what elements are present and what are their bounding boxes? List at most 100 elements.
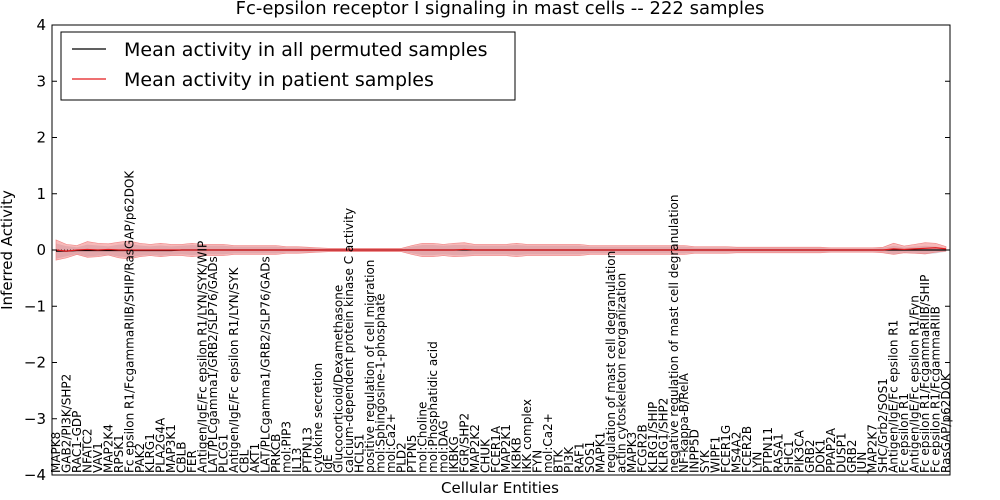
entity-label: IL13 <box>290 448 304 474</box>
y-tick-label: 1 <box>36 185 46 203</box>
entity-label: regulation of mast cell degranulation <box>604 251 618 473</box>
series-lines <box>55 247 947 252</box>
entity-label: MAP2K2 <box>468 424 482 473</box>
entity-label: actin cytoskeleton reorganization <box>614 273 628 473</box>
entity-label: AKT1 <box>248 443 262 473</box>
entity-label: JUN <box>855 452 869 474</box>
entity-label: KLRG1/SHIP <box>646 402 660 473</box>
entity-label: Antigen/IgE/Fc epsilon R1 <box>887 320 901 473</box>
entity-label: LYN <box>751 452 765 473</box>
y-axis-title: Inferred Activity <box>0 190 16 310</box>
entity-label: PIK3CA <box>792 429 806 473</box>
entity-label: PLD2 <box>395 442 409 473</box>
entity-label: positive regulation of cell migration <box>363 260 377 473</box>
entity-label: HCLS1 <box>353 434 367 473</box>
entity-label: MAP2K1 <box>499 424 513 473</box>
entity-label: MAPK3 <box>625 432 639 473</box>
entity-label: WIPF1 <box>709 436 723 473</box>
entity-label: Fc epsilon R1 <box>897 393 911 473</box>
entity-label: CBL <box>237 449 251 473</box>
entity-label: PTPN13 <box>300 427 314 473</box>
entity-label: Fc epsilon R1/FcgammaRIIB <box>929 306 943 473</box>
entity-label: RAC1-GDP <box>70 411 84 473</box>
entity-label: PI3K <box>562 446 576 473</box>
entity-label: PLA2G4A <box>154 417 168 473</box>
entity-label: mol:DAG <box>436 420 450 473</box>
entity-label: NF-kappa-B/RelA <box>677 372 691 473</box>
entity-label: FCER2B <box>740 426 754 473</box>
y-tick-label: 0 <box>36 241 46 259</box>
entity-label: LAT/PLCgamma1/GRB2/SLP76/GADs <box>258 256 272 473</box>
entity-label: PRKCB <box>269 434 283 473</box>
entity-label: FYN <box>531 450 545 473</box>
patient-mean-line <box>55 247 947 252</box>
chart-title: Fc-epsilon receptor I signaling in mast … <box>236 0 765 19</box>
y-tick-label: −3 <box>24 410 46 428</box>
entity-label: IgE <box>321 454 335 473</box>
y-tick-label: −4 <box>24 466 46 484</box>
entity-label: VAV1 <box>91 442 105 473</box>
entity-label: Glucocorticoid/Dexamethasone <box>332 285 346 473</box>
entity-label: Antigen/IgE/Fc epsilon R1/LYN/SYK <box>227 266 241 473</box>
y-tick-label: 2 <box>36 129 46 147</box>
entity-label: KLRG1 <box>143 433 157 473</box>
entity-label: negative regulation of mast cell degranu… <box>667 194 681 473</box>
entity-label: LAT/PLCgamma1/GRB2/SLP76/GADs <box>206 256 220 473</box>
entity-label: GAB2/PI3K/SHP2 <box>59 374 73 473</box>
entity-label: SHC/Grb2/SOS1 <box>876 378 890 473</box>
entity-label: mol:Phosphatidic acid <box>426 341 440 473</box>
y-tick-label: −2 <box>24 354 46 372</box>
entity-label: IKK complex <box>520 399 534 473</box>
entity-label: IKBKB <box>510 437 524 473</box>
legend-box <box>60 31 516 101</box>
entity-label: MAP3K1 <box>164 424 178 473</box>
legend-label-permuted: Mean activity in all permuted samples <box>124 39 487 61</box>
entity-label: mol:Choline <box>415 402 429 473</box>
entity-label: PAK2 <box>133 443 147 473</box>
entity-label: MAP2K4 <box>101 424 115 473</box>
entity-label: CBLB <box>175 441 189 473</box>
entity-label: MAPK1 <box>593 432 607 473</box>
entity-label: CHUK <box>478 438 492 473</box>
entity-label: Fc epsilon R1/FcgammaRIIB/SHIP/RasGAP/p6… <box>122 170 136 473</box>
entity-labels: MAPK8GAB2/PI3K/SHP2RAC1-GDPNFATC2VAV1MAP… <box>49 170 953 474</box>
entity-label: IKBKG <box>447 436 461 473</box>
entity-label: mol:PIP3 <box>279 421 293 473</box>
entity-label: RasGAP/p62DOK <box>939 372 953 473</box>
entity-label: mol:Ca2+ <box>541 413 555 473</box>
legend: Mean activity in all permuted samples Me… <box>60 31 516 101</box>
y-tick-label: 4 <box>36 16 46 34</box>
entity-label: FGR/SHP2 <box>457 413 471 473</box>
entity-label: GRB2 <box>803 439 817 473</box>
entity-label: mol:Sphingosine-1-phosphate <box>374 294 388 474</box>
entity-label: RPSK1 <box>112 434 126 473</box>
x-axis-title: Cellular Entities <box>441 479 559 497</box>
entity-label: Antigen/IgE/Fc epsilon R1/Fyn <box>908 295 922 473</box>
entity-label: calcium-dependent protein kinase C activ… <box>342 208 356 473</box>
entity-label: PPAP2A <box>824 427 838 473</box>
entity-label: DOK1 <box>813 439 827 473</box>
entity-label: Fc epsilon R1/FcgammaRIIB/SHIP <box>918 275 932 473</box>
entity-label: BTK <box>552 448 566 473</box>
legend-label-patient: Mean activity in patient samples <box>124 69 434 91</box>
entity-label: PTPN5 <box>405 435 419 473</box>
entity-label: Antigen/IgE/Fc epsilon R1/LYN/SYK/WIP <box>196 241 210 473</box>
entity-label: PLCG1 <box>217 434 231 473</box>
entity-label: MAP2K7 <box>866 424 880 473</box>
entity-label: GRB2 <box>845 439 859 473</box>
entity-label: SOS1 <box>583 441 597 473</box>
entity-label: MS4A2 <box>730 432 744 473</box>
entity-label: DUSP1 <box>834 432 848 473</box>
entity-label: RASA1 <box>771 433 785 473</box>
entity-label: NFATC2 <box>80 428 94 473</box>
y-tick-label: −1 <box>24 297 46 315</box>
y-axis: −4 −3 −2 −1 0 1 2 3 4 <box>24 16 950 484</box>
entity-label: FER <box>185 450 199 473</box>
entity-label: cytokine secretion <box>311 363 325 473</box>
entity-label: SHC1 <box>782 440 796 473</box>
entity-label: KLRG1/SHP2 <box>656 398 670 473</box>
entity-label: FCER1A <box>489 425 503 473</box>
entity-label: FCGR2B <box>635 424 649 473</box>
entity-label: mol:Ca2+ <box>384 413 398 473</box>
